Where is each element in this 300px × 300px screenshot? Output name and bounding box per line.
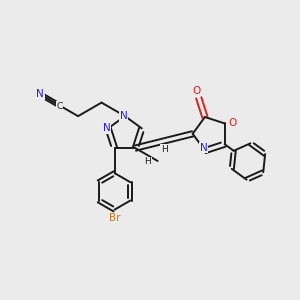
Text: H: H [145, 158, 151, 166]
Text: C: C [56, 102, 63, 111]
Text: N: N [103, 123, 111, 133]
Text: O: O [192, 86, 200, 96]
Text: N: N [120, 111, 128, 121]
Text: N: N [200, 143, 207, 153]
Text: N: N [36, 89, 44, 99]
Text: H: H [161, 145, 167, 154]
Text: O: O [228, 118, 236, 128]
Text: Br: Br [109, 214, 120, 224]
